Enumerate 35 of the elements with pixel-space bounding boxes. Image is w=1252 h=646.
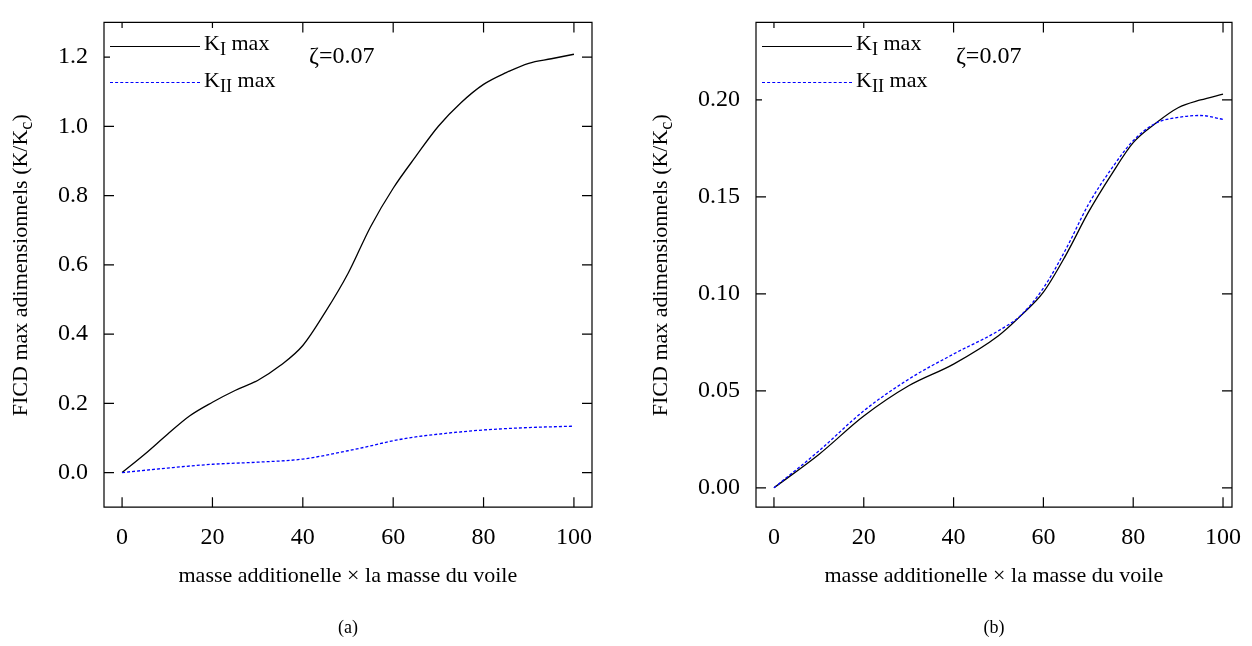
annotation: ζ=0.07	[308, 41, 375, 68]
x-tick-label: 20	[200, 522, 225, 549]
y-tick-label: 0.00	[698, 473, 740, 500]
x-tick-label: 80	[471, 522, 496, 549]
x-tick-label: 60	[1031, 522, 1056, 549]
x-tick-label: 40	[290, 522, 315, 549]
legend-label: K$_{I}$ max	[204, 29, 270, 62]
y-tick-label: 0.05	[698, 376, 740, 403]
y-tick-label: 1.2	[58, 42, 88, 69]
x-tick-label: 60	[381, 522, 406, 549]
x-tick-label: 0	[116, 522, 129, 549]
x-tick-label: 20	[851, 522, 876, 549]
annotation: ζ=0.07	[955, 41, 1022, 68]
y-tick-label: 0.10	[698, 279, 740, 306]
text: (b)	[983, 617, 1005, 639]
legend-label: K$_{II}$ max	[204, 65, 276, 99]
legend-label: K$_{I}$ max	[856, 29, 922, 62]
y-tick-label: 0.15	[698, 182, 740, 209]
legend-label: K$_{II}$ max	[856, 65, 928, 99]
y-tick-label: 0.2	[58, 388, 88, 415]
text: (a)	[338, 617, 358, 639]
y-tick-label: 0.6	[58, 250, 88, 277]
y-tick-label: 0.0	[58, 457, 88, 484]
x-axis-title: masse additionelle × la masse du voile	[824, 562, 1164, 589]
y-tick-label: 0.4	[58, 319, 88, 346]
x-tick-label: 40	[941, 522, 966, 549]
y-tick-label: 0.20	[698, 85, 740, 112]
x-tick-label: 100	[555, 522, 592, 549]
y-tick-label: 0.8	[58, 180, 88, 207]
line-series	[121, 425, 575, 474]
x-tick-label: 100	[1205, 522, 1242, 549]
y-tick-label: 1.0	[58, 111, 88, 138]
x-axis-title: masse additionelle × la masse du voile	[178, 562, 518, 589]
x-tick-label: 80	[1121, 522, 1146, 549]
x-tick-label: 0	[767, 522, 780, 549]
